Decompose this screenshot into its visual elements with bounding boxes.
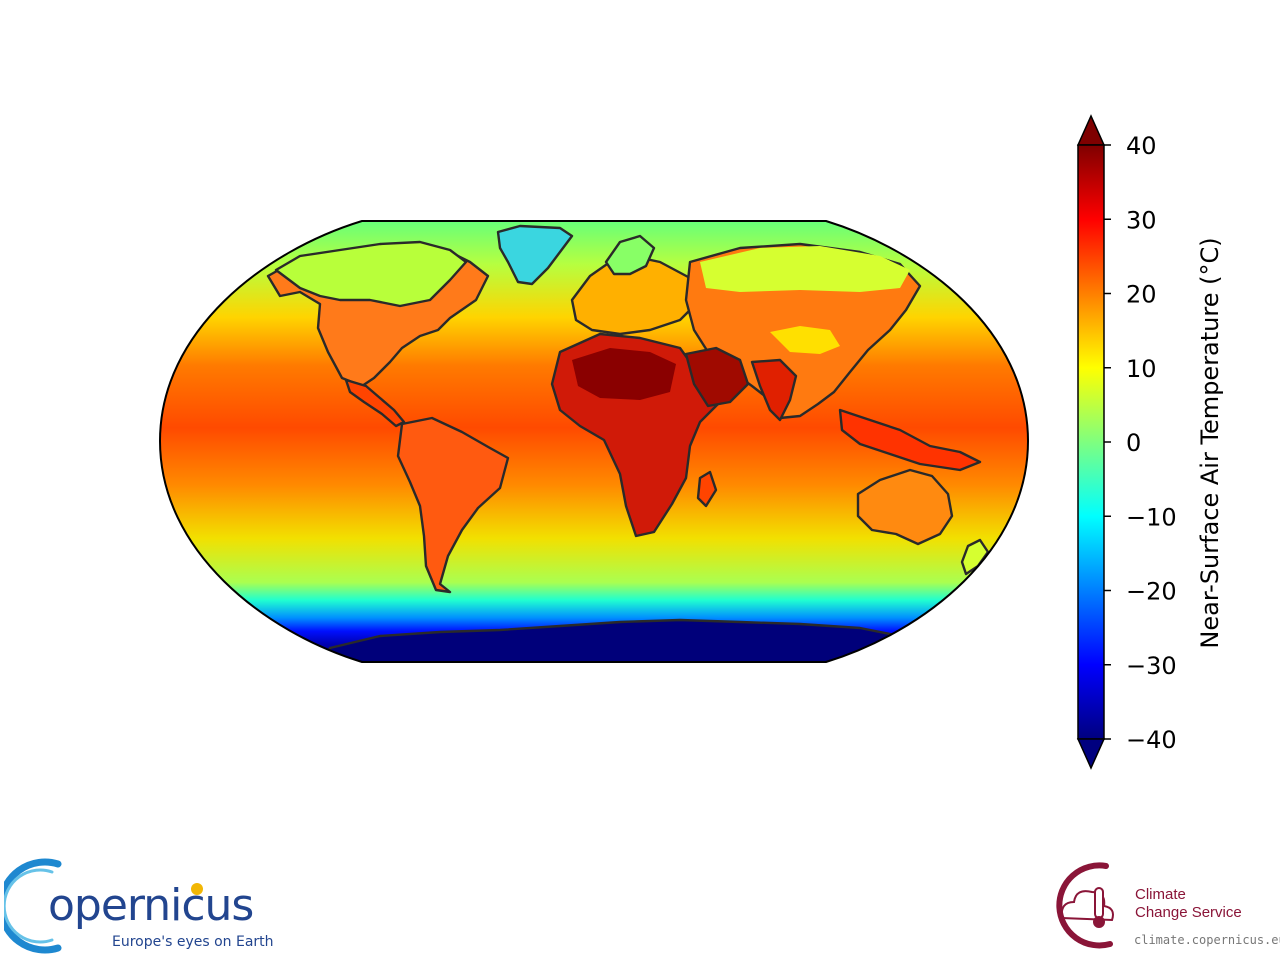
australia	[856, 468, 954, 546]
scandinavia	[604, 234, 656, 276]
colorbar-tick-label: −20	[1126, 578, 1177, 606]
southeast-asia-islands	[838, 408, 982, 472]
colorbar-tick-label: −30	[1126, 652, 1177, 680]
colorbar-tick-label: 10	[1126, 355, 1157, 383]
copernicus-wordmark: opernicus	[48, 880, 254, 931]
world-map	[158, 220, 1030, 663]
colorbar: 40 30 20 10 0 −10 −20 −30 −40 Near-Surface Air T…	[1076, 114, 1224, 770]
india	[750, 358, 798, 422]
copernicus-logo: opernicus Europe's eyes on Earth	[4, 858, 274, 954]
copernicus-tagline: Europe's eyes on Earth	[112, 934, 274, 950]
colorbar-ticks: 40 30 20 10 0 −10 −20 −30 −40	[1104, 132, 1177, 754]
colorbar-tick-label: 20	[1126, 281, 1157, 309]
siberia	[700, 246, 910, 292]
colorbar-tick-label: 40	[1126, 132, 1157, 160]
central-america	[344, 378, 406, 428]
arabian-peninsula	[684, 346, 750, 408]
colorbar-extend-max	[1076, 114, 1106, 146]
colorbar-title: Near-Surface Air Temperature (°C)	[1196, 237, 1224, 648]
canada	[274, 240, 468, 308]
land-masses	[266, 224, 990, 662]
sun-dot-icon	[191, 883, 203, 895]
c3s-name-line1: Climate	[1135, 886, 1186, 903]
colorbar-tick-label: 30	[1126, 206, 1157, 234]
c3s-name-line2: Change Service	[1135, 904, 1242, 921]
c3s-url: climate.copernicus.eu	[1134, 933, 1280, 947]
colorbar-tick-label: 0	[1126, 429, 1141, 457]
colorbar-tick-label: −40	[1126, 726, 1177, 754]
greenland	[496, 224, 574, 286]
colorbar-scale	[1077, 144, 1105, 740]
south-america	[396, 416, 510, 594]
colorbar-extend-min	[1076, 738, 1106, 770]
thermometer-cloud-icon	[1056, 862, 1114, 949]
madagascar	[696, 470, 718, 508]
antarctica	[318, 618, 962, 662]
map-boundary	[158, 220, 1030, 663]
sahara-hot-core	[572, 348, 676, 400]
c3s-logo: Climate Change Service climate.copernicu…	[1040, 858, 1280, 954]
copernicus-c-mark-icon	[4, 858, 62, 954]
colorbar-tick-label: −10	[1126, 503, 1177, 531]
tibetan-plateau	[770, 326, 840, 354]
